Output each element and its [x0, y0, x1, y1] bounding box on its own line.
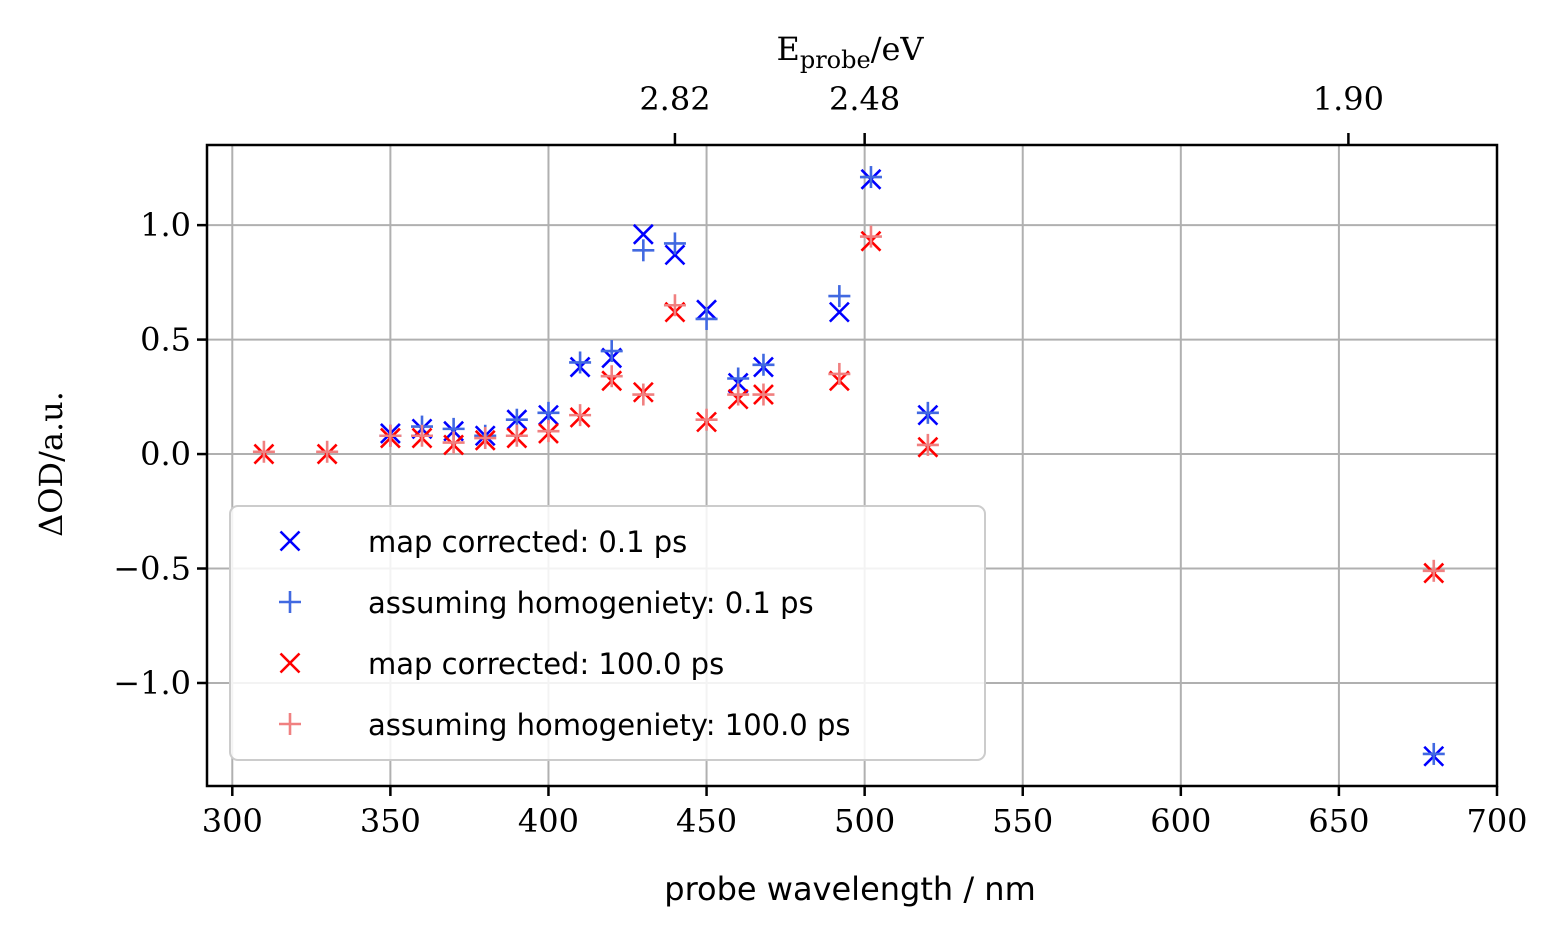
- data-point: [859, 166, 882, 189]
- marker-stroke: [279, 530, 301, 552]
- axis-ticks: 300 350 400 450 500 550 600 650 700 1.0 0.5 0.0 −0.5…: [113, 80, 1527, 840]
- data-point: [916, 401, 939, 424]
- top-axis-title: Eprobe/eV: [776, 30, 924, 74]
- data-point: [828, 285, 851, 308]
- data-point: [379, 424, 402, 447]
- data-point: [695, 408, 718, 431]
- data-point: [1422, 742, 1445, 765]
- legend-box: [229, 505, 986, 761]
- data-point: [569, 404, 592, 427]
- data-point: [600, 340, 623, 363]
- data-point: [537, 420, 560, 443]
- data-point: [632, 239, 655, 262]
- data-point: [727, 383, 750, 406]
- top-tick-label: 2.48: [829, 80, 900, 118]
- marker-stroke: [632, 223, 654, 245]
- y-tick-label: 0.5: [140, 321, 191, 359]
- x-tick-label: 400: [518, 802, 579, 840]
- data-point: [752, 383, 775, 406]
- data-marks: [252, 166, 1445, 767]
- legend-label-map-100: map corrected: 100.0 ps: [368, 647, 724, 681]
- x-tick-label: 600: [1150, 802, 1211, 840]
- series-4: [252, 225, 1445, 582]
- data-point: [859, 225, 882, 248]
- data-point: [828, 362, 851, 385]
- legend-marker-1: [279, 530, 301, 552]
- x-tick-label: 350: [360, 802, 421, 840]
- marker-stroke: [828, 301, 850, 323]
- data-point: [569, 351, 592, 374]
- y-tick-label: 1.0: [140, 206, 191, 244]
- legend-label-homog-100: assuming homogeniety: 100.0 ps: [368, 708, 851, 742]
- y-axis-title: ΔOD/a.u.: [32, 391, 70, 537]
- top-axis-title-sub: probe: [800, 46, 871, 74]
- legend-marker-3: [279, 652, 301, 674]
- legend-label-homog-0.1: assuming homogeniety: 0.1 ps: [368, 586, 814, 620]
- legend-marker-2: [279, 591, 301, 613]
- data-point: [663, 294, 686, 317]
- legend-marker-4: [279, 713, 301, 735]
- x-tick-label: 650: [1308, 802, 1369, 840]
- legend-label-map-0.1: map corrected: 0.1 ps: [368, 525, 687, 559]
- legend-markers: [279, 530, 301, 735]
- data-point: [828, 301, 850, 323]
- marker-stroke: [279, 652, 301, 674]
- legend: map corrected: 0.1 ps assuming homogenie…: [229, 505, 986, 761]
- data-point: [505, 424, 528, 447]
- top-axis-title-main: E: [776, 30, 799, 68]
- top-axis-title-unit: /eV: [871, 30, 925, 68]
- marker-stroke: [664, 244, 686, 266]
- data-point: [632, 383, 655, 406]
- data-point: [252, 440, 275, 463]
- x-tick-label: 500: [834, 802, 895, 840]
- x-tick-label: 450: [676, 802, 737, 840]
- data-point: [752, 353, 775, 376]
- x-tick-label: 300: [202, 802, 263, 840]
- data-point: [632, 223, 654, 245]
- x-axis-title: probe wavelength / nm: [664, 870, 1036, 908]
- data-point: [474, 427, 497, 450]
- y-tick-label: 0.0: [140, 435, 191, 473]
- data-point: [442, 431, 465, 454]
- data-point: [411, 424, 433, 447]
- x-tick-label: 550: [992, 802, 1053, 840]
- data-point: [664, 244, 686, 266]
- data-point: [1422, 559, 1445, 582]
- y-tick-label: −0.5: [113, 550, 191, 588]
- data-point: [916, 433, 939, 456]
- plot-frame: [205, 143, 1499, 788]
- y-tick-label: −1.0: [113, 664, 191, 702]
- top-tick-label: 2.82: [639, 80, 710, 118]
- x-tick-label: 700: [1466, 802, 1527, 840]
- data-point: [316, 440, 339, 463]
- top-tick-label: 1.90: [1313, 80, 1384, 118]
- data-point: [600, 365, 623, 388]
- data-point: [663, 232, 686, 255]
- data-point: [695, 307, 718, 330]
